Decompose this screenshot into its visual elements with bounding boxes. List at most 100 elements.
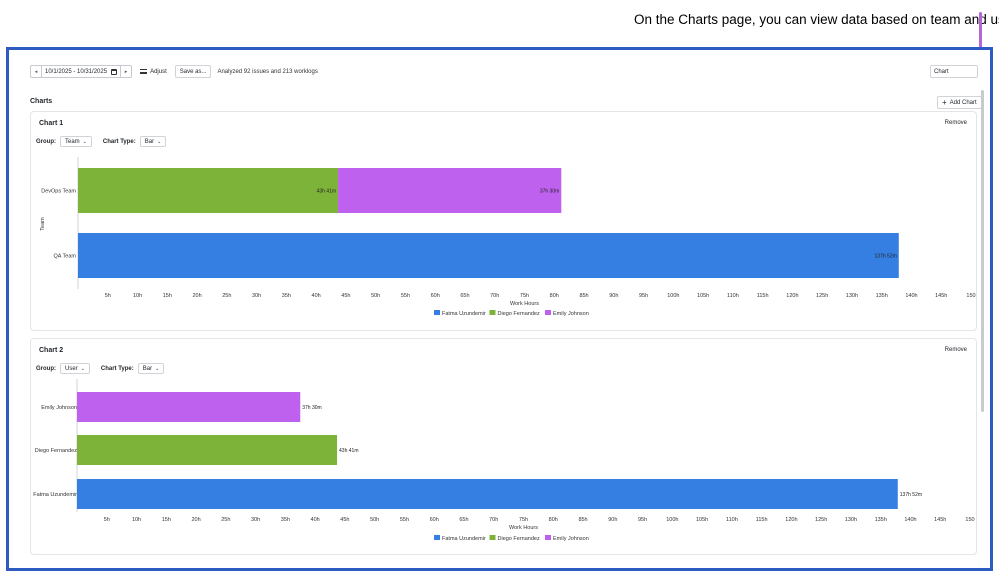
add-chart-button[interactable]: + Add Chart	[937, 96, 982, 109]
x-tick-label: 15h	[163, 293, 172, 299]
x-tick-label: 95h	[639, 293, 648, 299]
x-tick-label: 120h	[785, 517, 797, 523]
bar-value-label: 43h 41m	[317, 189, 336, 195]
bar	[77, 392, 301, 422]
legend-swatch	[489, 310, 496, 315]
x-tick-label: 85h	[578, 517, 587, 523]
group-select-value: Team	[65, 138, 80, 145]
bar-value-label: 43h 41m	[339, 448, 358, 454]
x-tick-label: 125h	[816, 293, 828, 299]
chart-1-plot: 5h 10h 15h 20h 25h 30h 35h 40h 45h 50h 55h 60h 65h 70…	[40, 157, 976, 317]
x-tick-label: 30h	[251, 517, 260, 523]
y-tick-label: DevOps Team	[41, 189, 76, 195]
x-tick-label: 35h	[281, 517, 290, 523]
x-tick-label: 140h	[904, 517, 916, 523]
save-as-button[interactable]: Save as...	[174, 65, 212, 78]
x-tick-label: 40h	[311, 517, 320, 523]
x-tick-label: 40h	[312, 293, 321, 299]
x-tick-label: 55h	[401, 293, 410, 299]
chart-card-2: Chart 2 Remove Group: User ⌄ Chart Type:…	[30, 338, 977, 555]
chevron-down-icon: ⌄	[157, 138, 162, 145]
x-tick-label: 60h	[430, 517, 439, 523]
x-tick-label: 15h	[162, 517, 171, 523]
y-tick-label: Emily Johnson	[41, 405, 77, 411]
x-tick-label: 125h	[815, 517, 827, 523]
legend-label: Fatma Uzundemir	[442, 536, 486, 542]
x-tick-label: 30h	[252, 293, 261, 299]
bar-value-label: 37h 30m	[302, 405, 321, 411]
x-tick-label: 75h	[520, 293, 529, 299]
y-tick-label: Fatma Uzundemir	[33, 492, 77, 498]
group-label: Group:	[36, 138, 56, 145]
annotation-caption: On the Charts page, you can view data ba…	[634, 12, 999, 27]
chevron-down-icon: ⌄	[155, 365, 160, 372]
x-tick-label: 100h	[666, 517, 678, 523]
analysis-status: Analyzed 92 issues and 213 worklogs	[217, 68, 318, 75]
bar-value-label: 137h 52m	[900, 492, 922, 498]
x-tick-label: 135h	[875, 517, 887, 523]
date-range-field[interactable]: 10/1/2025 - 10/31/2025	[41, 66, 122, 77]
bar-value-label: 137h 52m	[875, 254, 897, 260]
chart-controls: Group: Team ⌄ Chart Type: Bar ⌄	[36, 136, 167, 147]
chart-2-plot: 5h 10h 15h 20h 25h 30h 35h 40h 45h 50h 55h 60h 65h 70…	[33, 379, 975, 542]
x-tick-label: 70h	[489, 517, 498, 523]
group-select[interactable]: User ⌄	[60, 363, 90, 374]
date-range-picker[interactable]: ◂ 10/1/2025 - 10/31/2025 ▸	[30, 65, 133, 78]
x-tick-label: 110h	[726, 517, 738, 523]
chevron-down-icon: ⌄	[80, 365, 85, 372]
chart-title: Chart 1	[39, 120, 64, 127]
remove-chart-button[interactable]: Remove	[944, 347, 967, 353]
x-tick-label: 150	[965, 517, 974, 523]
x-tick-label: 145h	[935, 293, 947, 299]
chart-type-select[interactable]: Bar ⌄	[137, 363, 165, 374]
group-label: Group:	[36, 365, 56, 372]
chart-type-value: Bar	[142, 365, 153, 372]
legend-label: Fatma Uzundemir	[442, 311, 486, 317]
chart-type-select[interactable]: Bar ⌄	[139, 136, 167, 147]
x-tick-label: 115h	[756, 517, 768, 523]
view-select[interactable]: Chart	[930, 65, 978, 78]
plus-icon: +	[942, 97, 947, 107]
x-tick-label: 50h	[370, 517, 379, 523]
legend-swatch	[545, 535, 551, 540]
x-tick-label: 75h	[519, 517, 528, 523]
next-range-icon[interactable]: ▸	[124, 68, 128, 75]
x-tick-label: 45h	[340, 517, 349, 523]
x-tick-label: 25h	[222, 293, 231, 299]
x-tick-label: 10h	[133, 293, 142, 299]
legend-swatch	[489, 535, 496, 540]
remove-chart-button[interactable]: Remove	[944, 120, 967, 126]
x-tick-label: 60h	[431, 293, 440, 299]
scrollbar[interactable]	[981, 90, 984, 412]
chart-card-1: Chart 1 Remove Group: Team ⌄ Chart Type:…	[30, 111, 977, 331]
adjust-label: Adjust	[150, 68, 167, 75]
group-select-value: User	[65, 365, 78, 372]
x-tick-label: 130h	[846, 293, 858, 299]
x-axis-label: Work Hours	[509, 525, 538, 531]
x-tick-label: 45h	[341, 293, 350, 299]
x-tick-label: 5h	[105, 293, 111, 299]
legend-label: Diego Fernandez	[498, 311, 540, 317]
legend-swatch	[545, 310, 551, 315]
group-select[interactable]: Team ⌄	[60, 136, 92, 147]
save-as-label: Save as...	[179, 68, 207, 75]
view-select-value: Chart	[934, 69, 949, 75]
x-tick-label: 65h	[459, 517, 468, 523]
bar	[338, 168, 562, 213]
prev-range-icon[interactable]: ◂	[34, 68, 38, 75]
x-tick-label: 80h	[550, 293, 559, 299]
x-tick-label: 85h	[579, 293, 588, 299]
y-tick-label: QA Team	[53, 254, 76, 260]
adjust-button[interactable]: Adjust	[136, 65, 171, 78]
x-tick-label: 100h	[667, 293, 679, 299]
x-tick-label: 150	[966, 293, 975, 299]
x-tick-label: 35h	[282, 293, 291, 299]
bar-value-label: 37h 30m	[540, 189, 559, 195]
x-tick-label: 95h	[638, 517, 647, 523]
x-tick-label: 80h	[549, 517, 558, 523]
toolbar: ◂ 10/1/2025 - 10/31/2025 ▸ Adjust Save a…	[30, 64, 318, 79]
charts-heading: Charts	[30, 98, 53, 105]
date-range-text: 10/1/2025 - 10/31/2025	[45, 68, 108, 75]
x-tick-label: 90h	[609, 293, 618, 299]
x-tick-label: 5h	[104, 517, 110, 523]
